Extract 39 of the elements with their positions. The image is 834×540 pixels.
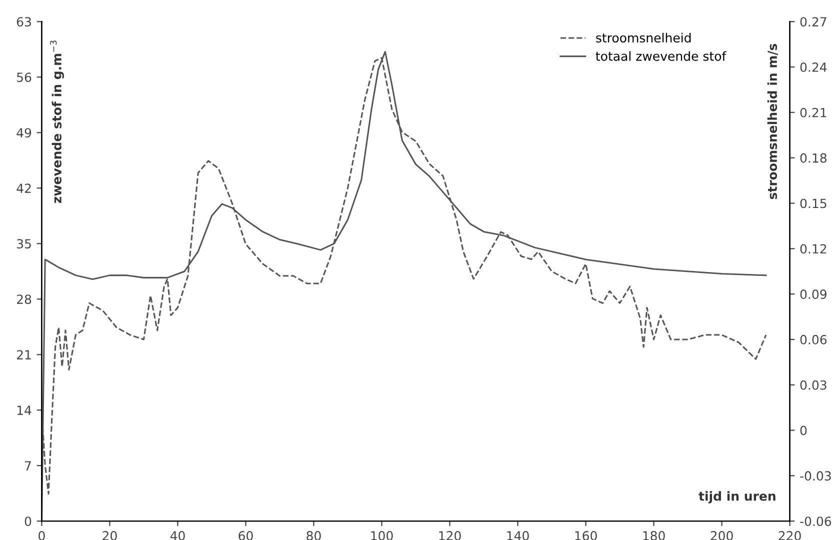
y-tick-label: 63 (16, 17, 31, 27)
x-tick-label: 40 (170, 531, 185, 540)
y-tick-label: 35 (17, 239, 31, 249)
y2-axis-title: stroomsnelheid in m/s (767, 44, 778, 200)
x-tick-label: 60 (238, 531, 253, 540)
x-tick-label: 120 (439, 531, 461, 540)
y-tick-label: 28 (16, 294, 32, 304)
x-tick-label: 140 (507, 531, 529, 540)
x-tick-label: 180 (643, 531, 665, 540)
y-tick-label: 0 (24, 516, 32, 526)
y2-tick-label: -0.03 (800, 471, 831, 481)
y-tick-label: 42 (16, 184, 31, 193)
y2-tick-label: 0.15 (800, 198, 826, 208)
x-tick-label: 220 (778, 531, 801, 540)
x-tick-label: 200 (710, 531, 733, 540)
y2-tick-label: 0 (800, 426, 807, 436)
y2-tick-label: 0.21 (800, 108, 826, 118)
y2-tick-label: 0.27 (800, 17, 826, 27)
x-tick-label: 0 (38, 531, 45, 540)
y2-tick-label: -0.06 (800, 516, 832, 526)
x-tick-label: 160 (575, 531, 597, 540)
y-tick-label: 14 (17, 406, 32, 415)
y2-tick-label: 0.24 (800, 62, 827, 72)
y2-tick-label: 0.06 (800, 334, 827, 344)
y2-tick-label: 0.03 (800, 380, 826, 390)
y2-tick-label: 0.12 (800, 244, 826, 254)
y2-tick-label: 0.09 (800, 290, 826, 299)
y-tick-label: 49 (16, 128, 32, 138)
x-tick-label: 20 (102, 531, 117, 540)
legend-label: totaal zwevende stof (596, 51, 726, 61)
x-tick-label: 100 (371, 531, 393, 540)
y2-tick-label: 0.18 (800, 153, 826, 163)
x-tick-label: 80 (306, 531, 321, 540)
y-tick-label: 21 (16, 350, 31, 360)
x-axis-title: tijd in uren (698, 491, 776, 504)
y-tick-label: 56 (17, 72, 32, 82)
legend-label: stroomsnelheid (596, 32, 691, 43)
y-axis-title: zwevende stof in g.m$^{−3}$ (50, 40, 64, 203)
y-tick-label: 7 (25, 461, 31, 470)
